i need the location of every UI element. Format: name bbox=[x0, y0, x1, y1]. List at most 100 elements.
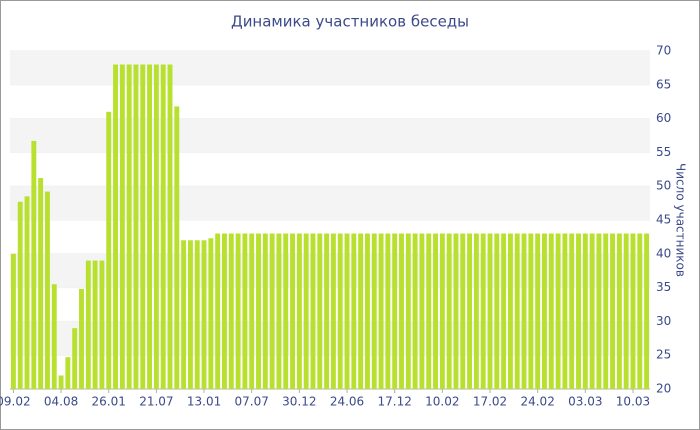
bar bbox=[330, 233, 336, 389]
y-tick-label: 35 bbox=[656, 280, 671, 294]
bar bbox=[644, 233, 650, 389]
bar bbox=[147, 64, 153, 390]
y-tick-label: 30 bbox=[656, 314, 671, 328]
x-tick-label: 24.02 bbox=[520, 395, 554, 409]
bar bbox=[433, 233, 438, 389]
bar bbox=[596, 233, 602, 389]
x-tick-label: 17.12 bbox=[378, 395, 412, 409]
bar bbox=[119, 64, 125, 390]
bar bbox=[126, 64, 132, 390]
bar bbox=[487, 233, 493, 389]
bar bbox=[399, 233, 404, 389]
y-axis-title: Число участников bbox=[674, 163, 688, 277]
bar bbox=[228, 233, 234, 389]
bar bbox=[507, 233, 513, 389]
y-tick-label: 40 bbox=[656, 246, 671, 260]
bar bbox=[637, 233, 643, 389]
bar bbox=[249, 233, 255, 389]
bar bbox=[405, 233, 411, 389]
y-tick-label: 50 bbox=[656, 179, 671, 193]
bar bbox=[106, 111, 112, 389]
bar bbox=[208, 238, 214, 389]
x-tick-label: 26.01 bbox=[92, 395, 126, 409]
bar bbox=[446, 233, 452, 389]
bar bbox=[79, 288, 84, 389]
bar bbox=[351, 233, 357, 389]
x-tick-label: 09.02 bbox=[0, 395, 31, 409]
bar bbox=[51, 284, 57, 389]
bar bbox=[569, 233, 575, 389]
bar bbox=[310, 233, 316, 389]
bar bbox=[371, 233, 377, 389]
bar bbox=[494, 233, 500, 389]
x-tick-label: 04.08 bbox=[44, 395, 78, 409]
bar bbox=[412, 233, 418, 389]
x-tick-label: 07.07 bbox=[235, 395, 269, 409]
bar bbox=[392, 233, 398, 389]
x-tick-label: 10.02 bbox=[425, 395, 459, 409]
x-tick-label: 30.12 bbox=[282, 395, 316, 409]
bar bbox=[562, 233, 568, 389]
y-tick-label: 25 bbox=[656, 348, 671, 362]
bar bbox=[17, 201, 23, 389]
bar bbox=[194, 240, 200, 389]
bar bbox=[439, 233, 445, 389]
bar bbox=[215, 233, 221, 389]
bar bbox=[358, 233, 364, 389]
bar bbox=[174, 106, 180, 389]
bar bbox=[262, 233, 268, 389]
bar bbox=[555, 233, 561, 389]
bar bbox=[140, 64, 146, 390]
bar bbox=[344, 233, 350, 389]
bar bbox=[113, 64, 118, 390]
grid-band bbox=[10, 321, 650, 356]
bar bbox=[92, 260, 98, 389]
bar bbox=[521, 233, 527, 389]
bar bbox=[187, 240, 193, 389]
bar bbox=[528, 233, 534, 389]
bar bbox=[610, 233, 616, 389]
bar bbox=[303, 233, 309, 389]
bar bbox=[514, 233, 520, 389]
bar bbox=[235, 233, 241, 389]
bar bbox=[378, 233, 384, 389]
bar bbox=[283, 233, 289, 389]
bar bbox=[24, 196, 30, 389]
bar bbox=[85, 260, 91, 389]
bar bbox=[582, 233, 588, 389]
grid-band bbox=[10, 51, 650, 85]
x-tick-label: 21.07 bbox=[139, 395, 173, 409]
bar bbox=[589, 233, 595, 389]
bar bbox=[385, 233, 391, 389]
bar bbox=[603, 233, 609, 389]
bar bbox=[181, 240, 187, 389]
bar bbox=[453, 233, 459, 389]
bar bbox=[630, 233, 636, 389]
x-tick-label: 03.03 bbox=[568, 395, 602, 409]
bar bbox=[290, 233, 296, 389]
bar bbox=[535, 233, 541, 389]
chart-title: Динамика участников беседы bbox=[231, 13, 469, 31]
bar bbox=[296, 233, 302, 389]
bar bbox=[364, 233, 370, 389]
bar bbox=[160, 64, 166, 390]
y-tick-label: 70 bbox=[656, 44, 671, 58]
bar bbox=[44, 191, 50, 389]
bar bbox=[58, 375, 64, 389]
bar bbox=[501, 233, 507, 389]
y-tick-label: 20 bbox=[656, 382, 671, 396]
x-tick-label: 24.06 bbox=[330, 395, 364, 409]
bar bbox=[242, 233, 248, 389]
bar bbox=[623, 233, 629, 389]
bar bbox=[153, 64, 159, 390]
bar bbox=[167, 64, 173, 390]
y-tick-label: 55 bbox=[656, 145, 671, 159]
y-tick-label: 65 bbox=[656, 77, 671, 91]
bar bbox=[419, 233, 425, 389]
bar bbox=[222, 233, 227, 389]
bar bbox=[72, 328, 78, 389]
bar bbox=[548, 233, 554, 389]
y-tick-label: 45 bbox=[656, 213, 671, 227]
bar bbox=[31, 140, 37, 389]
